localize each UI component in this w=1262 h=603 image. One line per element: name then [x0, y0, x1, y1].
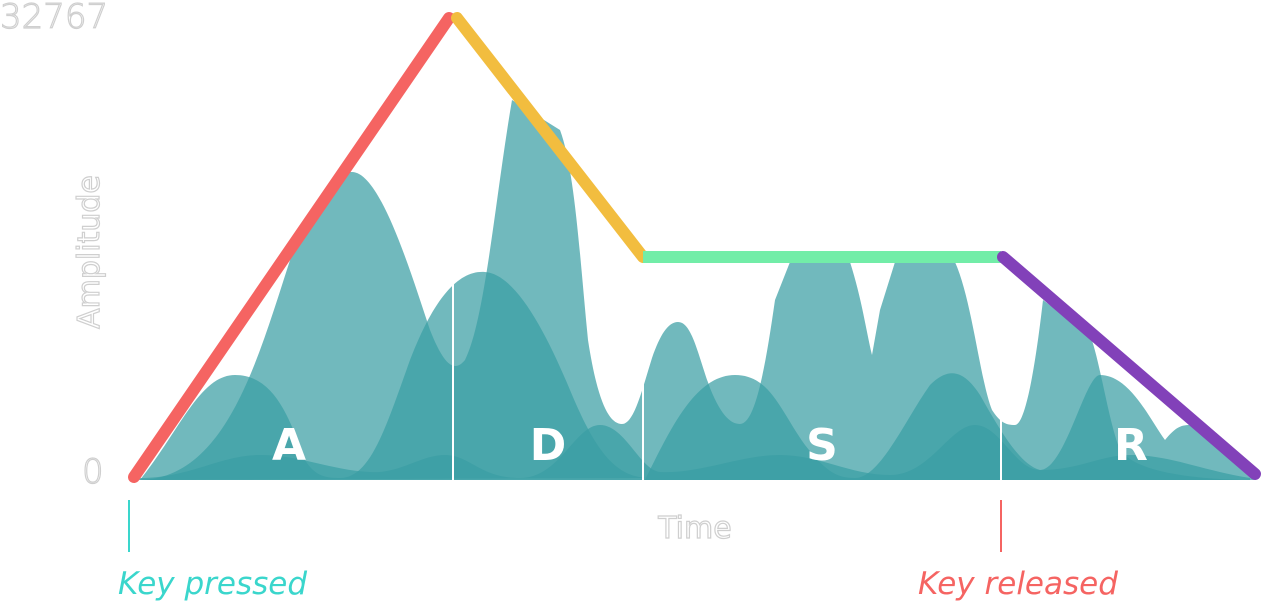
x-axis-title: Time: [657, 511, 731, 546]
waveform-layer-front: [140, 100, 1240, 480]
release-segment: [997, 251, 1261, 480]
phase-letter-release: R: [1114, 420, 1148, 471]
y-axis-title: Amplitude: [72, 175, 107, 329]
adsr-envelope: [128, 12, 1261, 483]
key-pressed-label: Key pressed: [118, 566, 307, 602]
attack-segment: [128, 12, 455, 483]
phase-letter-sustain: S: [806, 420, 838, 471]
waveform-area: [128, 100, 1255, 480]
y-axis-max-label: 32767: [0, 0, 108, 37]
phase-dividers: [452, 15, 1002, 480]
phase-letter-attack: A: [272, 420, 306, 471]
phase-letter-decay: D: [530, 420, 567, 471]
decay-segment: [451, 12, 649, 263]
key-released-label: Key released: [918, 566, 1118, 602]
y-axis-min-label: 0: [82, 452, 104, 492]
